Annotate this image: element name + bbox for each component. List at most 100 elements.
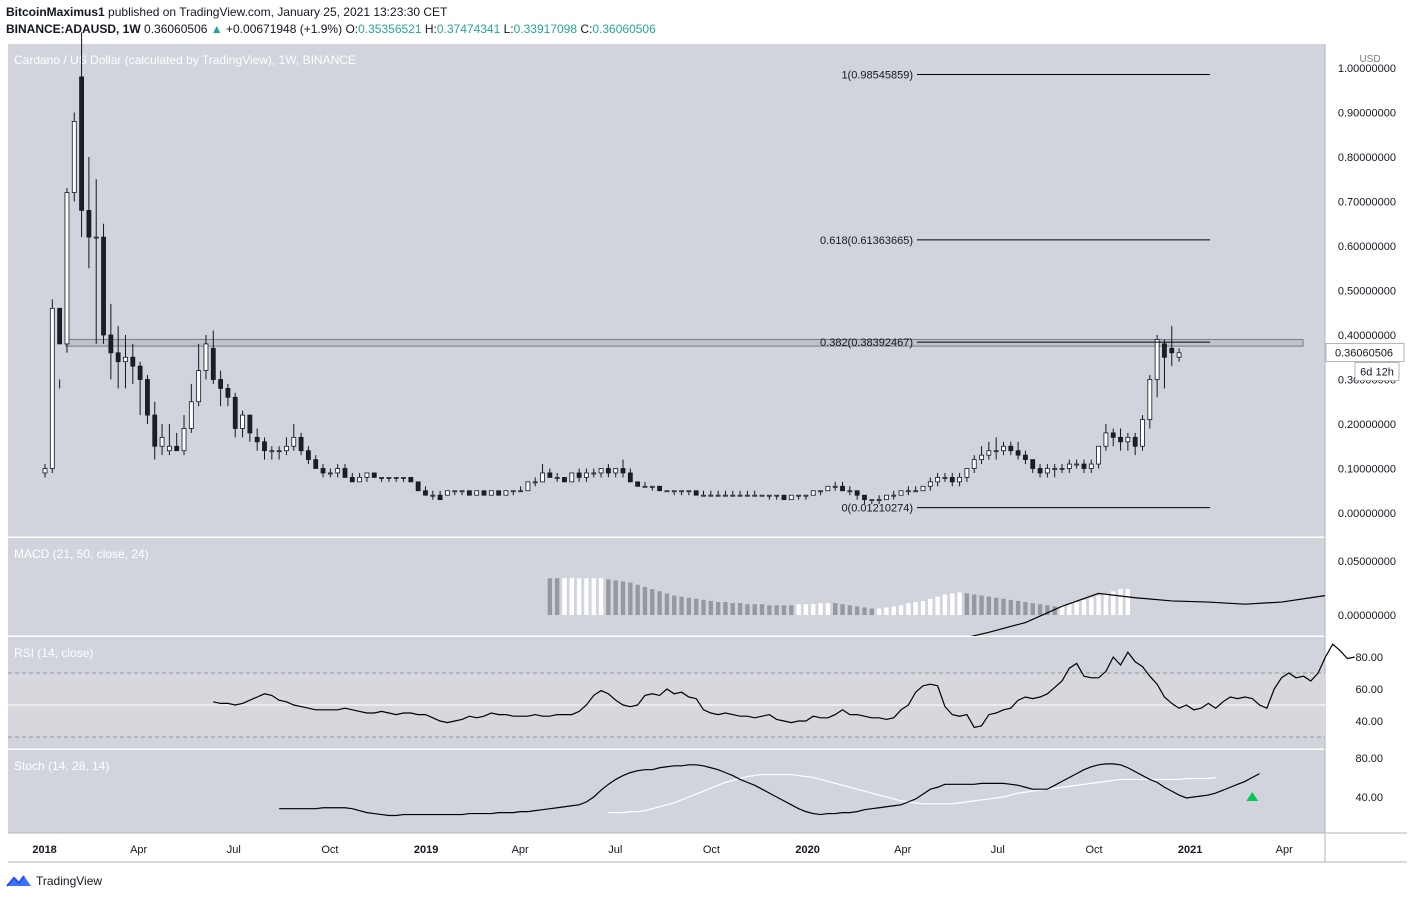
time-tick-label: 2019	[414, 844, 438, 856]
macd-histogram-bar	[957, 592, 962, 615]
candle-body	[415, 481, 421, 492]
candle-body	[240, 414, 245, 429]
countdown-label: 6d 12h	[1360, 367, 1394, 379]
rsi-tick-label: 60.00	[1355, 684, 1383, 696]
candle-body	[357, 476, 363, 483]
macd-histogram-bar	[818, 603, 823, 615]
open-label: O:	[345, 22, 359, 36]
macd-histogram-bar	[730, 603, 735, 615]
candle-body	[576, 472, 582, 478]
buy-signal-arrow-icon	[1246, 792, 1259, 802]
candle-body	[313, 459, 319, 469]
macd-histogram-bar	[569, 578, 574, 615]
macd-histogram-bar	[869, 608, 874, 615]
macd-histogram-bar	[657, 591, 662, 615]
candle-body	[1023, 454, 1028, 460]
candle-body	[1103, 432, 1109, 447]
fib-level-label: 0.382(0.38392467)	[820, 337, 913, 349]
candle-body	[854, 490, 860, 496]
rsi-tick-label: 40.00	[1355, 716, 1383, 728]
candle-body	[79, 76, 84, 211]
candle-body	[49, 307, 55, 469]
macd-line	[970, 592, 1325, 636]
candle-body	[715, 494, 721, 497]
candle-body	[364, 472, 370, 478]
fib-level-label: 0(0.01210274)	[841, 503, 913, 515]
high-label: H:	[424, 22, 437, 36]
candle-body	[130, 356, 136, 367]
footer-brand[interactable]: TradingView	[6, 873, 102, 889]
candle-body	[752, 494, 758, 497]
macd-histogram-bar	[584, 578, 589, 615]
rsi-line	[213, 643, 1355, 729]
macd-histogram-bar	[942, 594, 948, 615]
candle-body	[613, 468, 619, 474]
candle-body	[840, 485, 845, 492]
candle-body	[518, 490, 523, 493]
candle-body	[759, 494, 765, 497]
candle-body	[847, 490, 853, 493]
candles-group	[42, 32, 1182, 505]
macd-histogram-bar	[547, 578, 553, 615]
candle-body	[781, 494, 787, 501]
fib-level-label: 0.618(0.61363665)	[820, 235, 913, 247]
author-name[interactable]: BitcoinMaximus1	[6, 5, 105, 19]
rsi-tick-label: 80.00	[1355, 652, 1383, 664]
macd-histogram-bar	[679, 596, 684, 615]
macd-histogram-bar	[672, 595, 677, 615]
macd-histogram-bar	[598, 578, 604, 615]
macd-histogram-bar	[606, 579, 611, 615]
candle-body	[723, 494, 728, 497]
candle-body	[620, 468, 626, 474]
macd-histogram-bar	[576, 578, 582, 615]
stoch-tick-label: 40.00	[1355, 792, 1383, 804]
rsi-title: RSI (14, close)	[14, 646, 93, 660]
macd-histogram-bar	[708, 600, 714, 615]
candle-body	[247, 414, 253, 434]
candle-body	[1081, 463, 1087, 469]
last-price-label: 0.36060506	[1335, 348, 1393, 360]
stoch-k-line	[279, 763, 1260, 817]
macd-histogram-bar	[562, 578, 567, 615]
candle-body	[1132, 436, 1138, 447]
candle-body	[1059, 468, 1065, 470]
macd-histogram-bar	[745, 604, 750, 615]
price-tick-label: 0.20000000	[1338, 419, 1396, 431]
candle-body	[1030, 459, 1036, 469]
macd-tick-label: 0.05000000	[1338, 556, 1396, 568]
candle-body	[1147, 379, 1153, 420]
last-price: 0.36060506	[144, 22, 208, 36]
macd-histogram-bar	[1067, 604, 1072, 615]
macd-histogram-bar	[1118, 589, 1123, 615]
candle-body	[525, 481, 531, 492]
candle-body	[71, 121, 77, 193]
currency-label: USD	[1359, 54, 1380, 65]
time-tick-label: 2020	[795, 844, 819, 856]
candle-body	[1088, 463, 1094, 469]
macd-histogram-bar	[1096, 595, 1101, 615]
stoch-tick-label: 80.00	[1355, 753, 1383, 765]
time-tick-label: Apr	[130, 844, 147, 856]
candle-body	[605, 468, 611, 474]
tradingview-logo-text: TradingView	[36, 874, 103, 888]
candle-body	[818, 490, 823, 493]
macd-histogram-bar	[833, 603, 838, 615]
published-text: published on TradingView.com, January 25…	[108, 5, 448, 19]
macd-histogram-bar	[920, 600, 926, 615]
macd-histogram-bar	[650, 589, 655, 615]
macd-histogram-bar	[862, 607, 867, 615]
macd-histogram-bar	[1081, 599, 1087, 615]
candle-body	[225, 387, 231, 398]
candle-body	[108, 334, 114, 354]
pane-macd-background	[8, 538, 1325, 636]
candle-body	[708, 494, 714, 497]
stoch-d-line	[608, 773, 1216, 814]
macd-histogram-bar	[635, 584, 640, 615]
candle-body	[701, 494, 706, 497]
candle-body	[188, 401, 194, 429]
candle-body	[1154, 339, 1160, 380]
stoch-title: Stoch (14, 28, 14)	[14, 759, 109, 773]
candle-body	[430, 494, 436, 497]
candle-body	[291, 436, 297, 447]
